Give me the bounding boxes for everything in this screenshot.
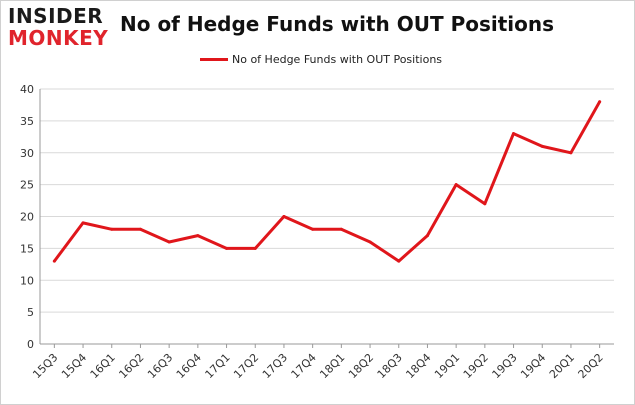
x-tick-label: 18Q1 [317,351,347,381]
data-point [81,221,85,225]
data-point [483,202,487,206]
y-tick-label: 20 [20,211,34,224]
data-point [425,234,429,238]
data-point [225,246,229,250]
data-point [167,240,171,244]
x-tick-label: 20Q1 [547,351,577,381]
y-tick-label: 15 [20,242,34,255]
data-point [368,240,372,244]
data-point [138,227,142,231]
data-point [569,151,573,155]
y-tick-label: 35 [20,115,34,128]
y-tick-label: 25 [20,179,34,192]
x-tick-label: 18Q3 [375,351,405,381]
y-tick-label: 30 [20,147,34,160]
x-tick-label: 18Q2 [346,351,376,381]
x-tick-label: 19Q3 [490,351,520,381]
x-tick-label: 18Q4 [403,351,433,381]
x-tick-label: 17Q2 [231,351,261,381]
data-point [253,246,257,250]
data-point [196,234,200,238]
x-tick-label: 17Q3 [260,351,290,381]
x-tick-label: 15Q4 [59,351,89,381]
x-tick-label: 19Q2 [461,351,491,381]
legend-label: No of Hedge Funds with OUT Positions [232,53,443,66]
x-tick-label: 20Q2 [576,351,606,381]
x-tick-label: 17Q1 [203,351,233,381]
data-point [397,259,401,263]
data-point [540,144,544,148]
x-tick-label: 19Q4 [518,351,548,381]
insider-monkey-logo: INSIDER MONKEY [8,6,118,52]
data-point [110,227,114,231]
data-point [311,227,315,231]
x-tick-label: 15Q3 [30,351,60,381]
x-tick-label: 16Q4 [174,351,204,381]
data-point [454,183,458,187]
x-tick-label: 17Q4 [289,351,319,381]
y-tick-label: 0 [27,338,34,351]
x-tick-label: 16Q2 [116,351,146,381]
chart-title: No of Hedge Funds with OUT Positions [120,12,555,36]
legend: No of Hedge Funds with OUT Positions [200,53,442,66]
logo-line-2: MONKEY [8,26,109,50]
data-point [52,259,56,263]
x-tick-label: 16Q1 [88,351,118,381]
data-point [339,227,343,231]
data-point [512,132,516,136]
x-tick-label: 16Q3 [145,351,175,381]
y-tick-label: 5 [27,306,34,319]
data-point [282,215,286,218]
legend-swatch [200,58,228,61]
y-tick-label: 10 [20,274,34,287]
series-line-0 [52,100,602,263]
x-tick-label: 19Q1 [432,351,462,381]
logo-line-1: INSIDER [8,4,104,28]
data-point [598,100,602,104]
y-tick-label: 40 [20,83,34,96]
